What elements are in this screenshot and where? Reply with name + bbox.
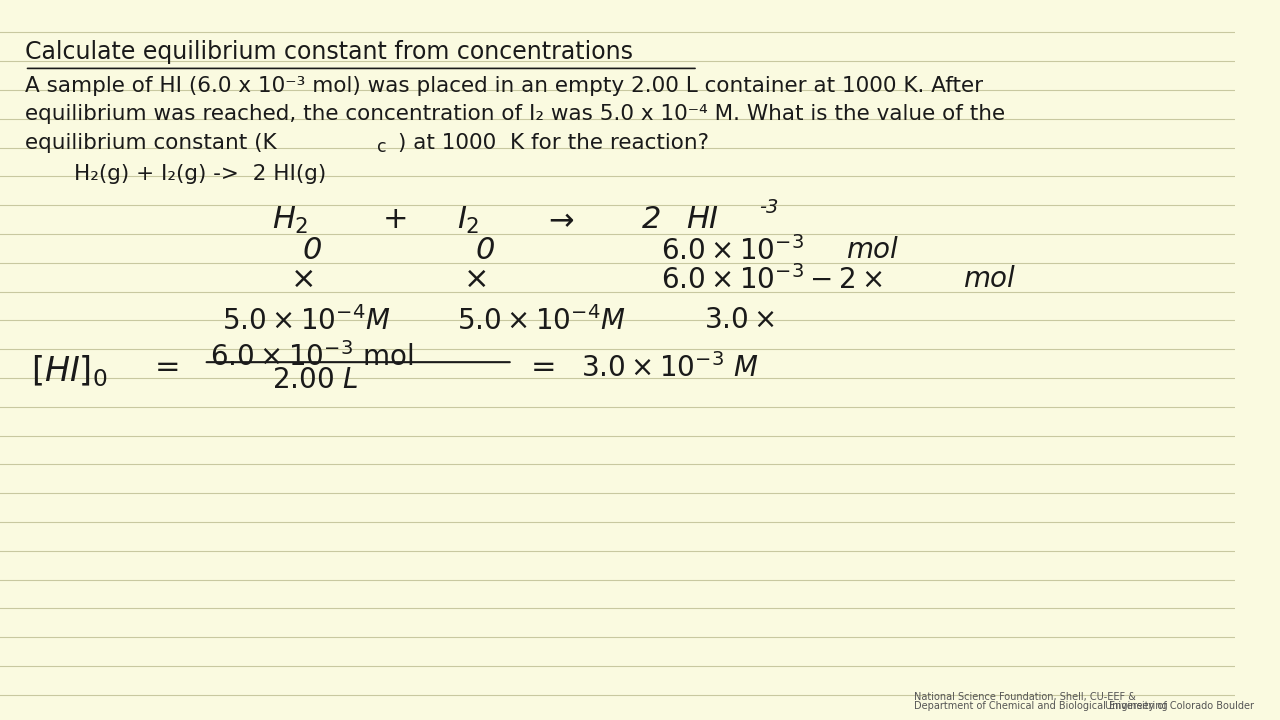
Text: mol: mol [846, 236, 897, 264]
Text: c: c [376, 138, 387, 156]
Text: $3.0\times$: $3.0\times$ [704, 306, 774, 334]
Text: 0: 0 [476, 236, 495, 265]
Text: $H_2$: $H_2$ [271, 205, 308, 236]
Text: Calculate equilibrium constant from concentrations: Calculate equilibrium constant from conc… [24, 40, 632, 63]
Text: $6.0 \times 10^{-3} - 2\times$: $6.0 \times 10^{-3} - 2\times$ [660, 265, 883, 295]
Text: $\rightarrow$: $\rightarrow$ [544, 205, 576, 234]
Text: =: = [155, 353, 180, 382]
Text: $\times$: $\times$ [291, 265, 314, 294]
Text: $5.0 \times 10^{-4}M$: $5.0 \times 10^{-4}M$ [223, 306, 390, 336]
Text: -3: -3 [759, 198, 780, 217]
Text: 2: 2 [643, 205, 662, 234]
Text: University of Colorado Boulder: University of Colorado Boulder [1106, 701, 1254, 711]
Text: A sample of HI (6.0 x 10⁻³ mol) was placed in an empty 2.00 L container at 1000 : A sample of HI (6.0 x 10⁻³ mol) was plac… [24, 76, 983, 96]
Text: 0: 0 [302, 236, 323, 265]
Text: $6.0 \times 10^{-3}\ \mathrm{mol}$: $6.0 \times 10^{-3}\ \mathrm{mol}$ [210, 342, 413, 372]
Text: equilibrium was reached, the concentration of I₂ was 5.0 x 10⁻⁴ M. What is the v: equilibrium was reached, the concentrati… [24, 104, 1005, 125]
Text: $I_2$: $I_2$ [457, 205, 480, 236]
Text: $2.00\ L$: $2.00\ L$ [271, 366, 358, 394]
Text: $5.0 \times 10^{-4}M$: $5.0 \times 10^{-4}M$ [457, 306, 626, 336]
Text: equilibrium constant (K: equilibrium constant (K [24, 133, 276, 153]
Text: National Science Foundation, Shell, CU-EEF &: National Science Foundation, Shell, CU-E… [914, 692, 1135, 702]
Text: +: + [383, 205, 408, 234]
Text: ) at 1000  K for the reaction?: ) at 1000 K for the reaction? [398, 133, 709, 153]
Text: mol: mol [964, 265, 1015, 293]
Text: $3.0 \times 10^{-3}\ M$: $3.0 \times 10^{-3}\ M$ [581, 353, 758, 383]
Text: $6.0 \times 10^{-3}$: $6.0 \times 10^{-3}$ [660, 236, 804, 266]
Text: $\left[HI\right]_0$: $\left[HI\right]_0$ [31, 353, 108, 389]
Text: $HI$: $HI$ [686, 205, 718, 234]
Text: =: = [531, 353, 557, 382]
Text: H₂(g) + I₂(g) ->  2 HI(g): H₂(g) + I₂(g) -> 2 HI(g) [74, 164, 326, 184]
Text: $\times$: $\times$ [463, 265, 486, 294]
Text: Department of Chemical and Biological Engineering: Department of Chemical and Biological En… [914, 701, 1167, 711]
